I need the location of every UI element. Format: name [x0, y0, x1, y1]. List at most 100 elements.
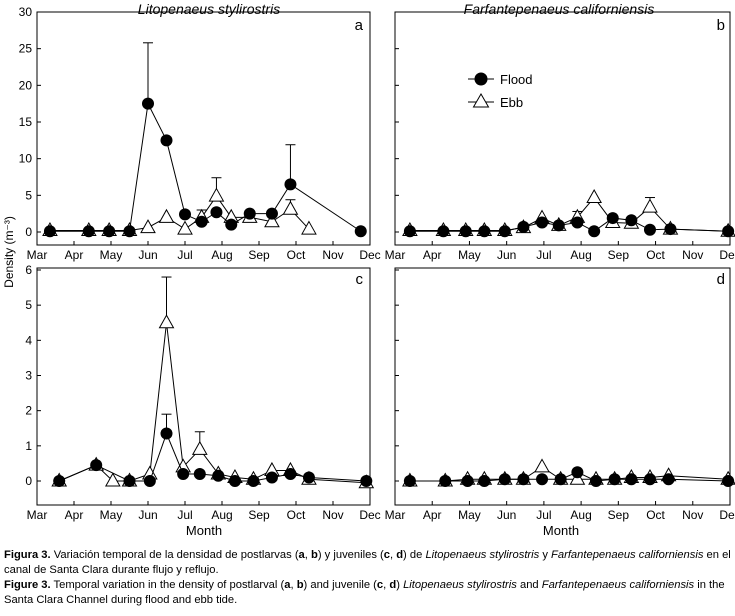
flood-point — [143, 475, 156, 487]
flood-point — [606, 212, 619, 225]
x-tick-label: Aug — [211, 248, 232, 262]
panel-a-title: Litopenaeus stylirostris — [138, 1, 280, 17]
flood-series-line — [409, 217, 729, 232]
legend: Flood Ebb — [468, 72, 533, 110]
flood-point — [265, 471, 278, 484]
x-tick-label: Nov — [682, 508, 703, 522]
flood-point — [459, 225, 472, 238]
panel-b-label: b — [717, 17, 725, 34]
flood-point — [179, 208, 191, 221]
x-tick-label: Dec — [719, 508, 735, 522]
x-tick-label: Aug — [211, 508, 232, 522]
x-tick-label: Nov — [682, 248, 703, 262]
panel-b: Farfantepenaeus californiensis b Mar Apr M… — [385, 1, 735, 262]
legend-ebb-marker — [472, 92, 490, 108]
flood-point — [193, 467, 206, 480]
flood-point — [571, 466, 584, 479]
y-tick-label: 2 — [25, 404, 32, 418]
flood-point — [554, 473, 567, 486]
caption-es-text: Variación temporal de la densidad de pos… — [50, 549, 299, 561]
caption-es-species-2: Farfantepenaeus californiensis — [551, 549, 704, 561]
y-tick-label: 4 — [25, 333, 32, 347]
panel-a-label: a — [355, 17, 364, 34]
flood-point — [664, 223, 677, 236]
caption-en-species-1: Litopenaeus stylirostris — [403, 579, 517, 591]
caption-en-sep: , — [290, 579, 297, 591]
flood-point — [210, 206, 223, 219]
flood-point — [439, 475, 452, 487]
x-tick-label: Jul — [536, 508, 551, 522]
caption-es-text: en el canal de Santa Clara durante flujo… — [4, 549, 731, 576]
caption-en-text: Temporal variation in the density of pos… — [50, 579, 285, 591]
panel-c: c 0 1 2 3 4 5 6 Mar Apr May Jun Jul Aug Sep Oct Nov Dec — [25, 263, 380, 522]
figure: Litopenaeus stylirostris a 051015202530M… — [2, 1, 735, 538]
flood-point — [123, 225, 136, 238]
flood-point — [498, 225, 511, 238]
flood-point — [284, 178, 297, 191]
x-tick-label: Jun — [138, 508, 157, 522]
flood-point — [722, 475, 735, 487]
x-tick-label: Mar — [385, 248, 406, 262]
y-tick-label: 20 — [19, 78, 33, 92]
x-tick-label: Mar — [27, 508, 48, 522]
flood-point — [142, 97, 154, 110]
panel-c-label: c — [356, 271, 364, 288]
x-tick-label: Jun — [138, 248, 157, 262]
x-tick-label: Sep — [248, 248, 270, 262]
x-tick-label: May — [458, 508, 481, 522]
x-tick-label: Sep — [248, 508, 270, 522]
flood-point — [536, 473, 549, 486]
x-tick-label: Dec — [359, 508, 380, 522]
flood-point — [662, 473, 675, 486]
x-tick-label: Nov — [322, 248, 343, 262]
flood-point — [625, 473, 638, 486]
caption-en-text: ) — [396, 579, 404, 591]
y-tick-label: 6 — [25, 263, 32, 277]
ebb-point — [534, 458, 550, 473]
panel-d: d Mar Apr May Jun Jul Aug Sep Oct Nov Dec — [385, 267, 735, 522]
flood-point — [643, 223, 656, 236]
x-tick-label: Jul — [177, 248, 192, 262]
y-tick-label: 5 — [25, 188, 32, 202]
flood-point — [243, 207, 256, 220]
x-tick-label: Jul — [536, 248, 551, 262]
ebb-point — [104, 472, 121, 487]
y-axis-label: Density (m⁻³) — [2, 216, 16, 288]
caption-en-species-2: Farfantepenaeus californiensis — [541, 579, 695, 591]
flood-point — [403, 475, 416, 487]
ebb-series-line — [409, 196, 729, 232]
caption-es-text: y — [539, 549, 552, 561]
y-tick-label: 10 — [19, 152, 33, 166]
flood-point — [536, 216, 549, 229]
flood-point — [53, 475, 66, 487]
caption-es-a: a — [298, 549, 305, 561]
x-tick-label: May — [100, 248, 123, 262]
ebb-series-line — [59, 322, 367, 484]
y-tick-label: 1 — [25, 439, 32, 453]
x-tick-label: Mar — [385, 508, 406, 522]
ebb-point — [264, 213, 280, 228]
x-tick-label: Oct — [287, 508, 306, 522]
caption-es-c: c — [383, 549, 390, 561]
caption-en-label: Figure 3. — [4, 579, 51, 591]
panel-b-title: Farfantepenaeus californiensis — [464, 1, 655, 17]
y-tick-label: 15 — [19, 115, 33, 129]
x-tick-label: Nov — [322, 508, 343, 522]
flood-point — [478, 225, 491, 238]
ebb-point — [586, 189, 602, 204]
legend-ebb-label: Ebb — [500, 95, 523, 110]
flood-point — [195, 215, 208, 228]
flood-point — [552, 219, 565, 232]
caption-es-sep: , — [304, 549, 311, 561]
flood-point — [212, 469, 225, 482]
flood-point — [478, 475, 491, 487]
flood-point — [461, 475, 474, 487]
x-tick-label: Dec — [719, 248, 735, 262]
flood-point — [517, 473, 530, 486]
x-tick-label: Apr — [423, 508, 442, 522]
ebb-point — [158, 208, 175, 223]
legend-flood-label: Flood — [500, 72, 533, 87]
ebb-point — [158, 314, 175, 329]
x-tick-label: Jun — [497, 508, 516, 522]
ebb-point — [177, 220, 193, 235]
